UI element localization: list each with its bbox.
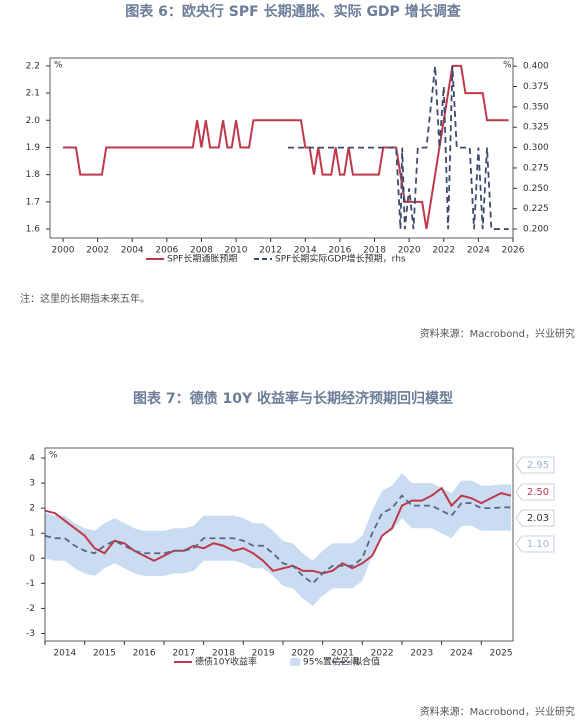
y-tick-label: -3	[26, 629, 35, 639]
x-tick-label: 2021	[331, 649, 354, 659]
x-tick-label: 2008	[190, 246, 213, 256]
y-tick-label: 0	[29, 554, 35, 564]
x-tick-label: 2000	[52, 246, 75, 256]
x-tick-label: 2025	[490, 649, 513, 659]
series-line	[44, 486, 512, 575]
chart-title: 图表 7：德债 10Y 收益率与长期经济预期回归模型	[133, 390, 453, 407]
annotation-label: 2.03	[527, 513, 549, 524]
x-tick-label: 2018	[363, 246, 386, 256]
y-tick-label: -2	[26, 604, 35, 614]
x-tick-label: 2015	[93, 649, 116, 659]
annotation-tag	[515, 456, 555, 474]
y-tick-label: 2.0	[26, 116, 41, 126]
x-tick-label: 2022	[371, 649, 394, 659]
y2-tick-label: 0.300	[523, 143, 549, 153]
y-tick-label: 2	[29, 504, 35, 514]
annotation-tag	[515, 509, 555, 527]
y2-tick-label: 0.350	[523, 102, 549, 112]
y2-tick-label: 0.225	[523, 204, 549, 214]
y-tick-label: 1.7	[26, 197, 40, 207]
x-tick-label: 2006	[155, 246, 178, 256]
source: 资料来源：Macrobond，兴业研究	[420, 327, 575, 340]
x-tick-label: 2014	[294, 246, 317, 256]
y-tick-label: 1.6	[26, 225, 41, 235]
y-tick-label: 4	[29, 454, 35, 464]
annotation-tag	[515, 535, 555, 553]
y2-tick-label: 0.325	[523, 123, 549, 133]
x-tick-label: 2016	[328, 246, 351, 256]
x-tick-label: 2024	[450, 649, 473, 659]
annotation-label: 2.50	[527, 487, 549, 498]
annotation-label: 2.95	[527, 460, 549, 471]
x-tick-label: 2020	[291, 649, 314, 659]
y-tick-label: 3	[29, 479, 35, 489]
x-tick-label: 2016	[133, 649, 156, 659]
legend-label: SPF长期实际GDP增长预期，rhs	[275, 253, 406, 265]
y-tick-label: 1.8	[26, 170, 41, 180]
y-tick-label: 2.2	[26, 61, 40, 71]
x-tick-label: 2010	[225, 246, 248, 256]
y-tick-label: 1.9	[26, 143, 41, 153]
series-line	[62, 64, 509, 230]
legend-label: 拟合值	[353, 656, 380, 668]
source: 资料来源：Macrobond，兴业研究	[420, 705, 575, 718]
y2-tick-label: 0.400	[523, 62, 549, 72]
note: 注：这里的长期指未来五年。	[20, 292, 150, 305]
x-tick-label: 2022	[432, 246, 455, 256]
x-tick-label: 2019	[252, 649, 275, 659]
legend-label: SPF长期通胀预期	[167, 253, 237, 265]
plot-frame	[44, 447, 514, 642]
x-tick-label: 2020	[398, 246, 421, 256]
annotation-label: 1.10	[527, 539, 549, 550]
annotation-tag	[515, 483, 555, 501]
y2-tick-label: 0.200	[523, 225, 549, 235]
y2-tick-label: 0.375	[523, 82, 549, 92]
legend-label: 德债10Y收益率	[195, 656, 257, 668]
legend-swatch	[290, 658, 300, 666]
x-tick-label: 2023	[410, 649, 433, 659]
y-tick-label: 1	[29, 529, 35, 539]
x-tick-label: 2002	[86, 246, 109, 256]
confidence-band	[45, 473, 512, 606]
x-tick-label: 2018	[212, 649, 235, 659]
x-tick-label: 2014	[53, 649, 76, 659]
x-tick-label: 2004	[121, 246, 144, 256]
y2-tick-label: 0.275	[523, 163, 549, 173]
y-unit: %	[54, 61, 63, 71]
series-line	[44, 494, 512, 585]
x-tick-label: 2017	[172, 649, 195, 659]
series-line	[287, 66, 509, 230]
y-tick-label: 2.1	[26, 89, 40, 99]
legend-label: 95%置信区间	[303, 656, 359, 668]
y-unit: %	[49, 451, 58, 461]
x-tick-label: 2024	[467, 246, 490, 256]
y-tick-label: -1	[26, 579, 35, 589]
y2-tick-label: 0.250	[523, 184, 549, 194]
x-tick-label: 2012	[259, 246, 282, 256]
x-tick-label: 2026	[502, 246, 525, 256]
y2-unit: %	[503, 61, 512, 71]
chart-title: 图表 6：欧央行 SPF 长期通胀、实际 GDP 增长调查	[125, 3, 461, 20]
